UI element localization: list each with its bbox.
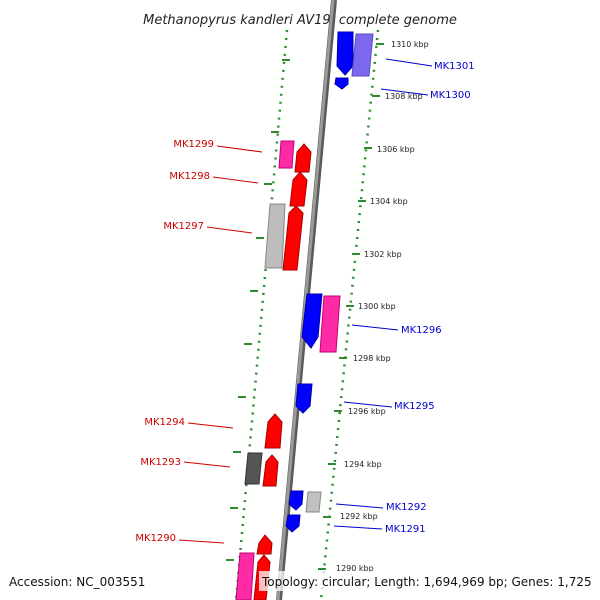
tick-label: 1300 kbp (358, 302, 396, 311)
gene-feature-mk1290-a[interactable] (256, 534, 273, 555)
ruler-ticks (226, 43, 384, 570)
gene-labels: MK1301 MK1300 MK1299 MK1298 MK1297 MK129… (135, 61, 474, 544)
tick-label: 1308 kbp (385, 92, 423, 101)
leader-line (335, 503, 384, 509)
leader-line (183, 461, 231, 468)
leader-line (385, 58, 433, 67)
tick-label: 1304 kbp (370, 197, 408, 206)
gene-label-mk1298[interactable]: MK1298 (169, 171, 210, 182)
gene-feature-darkgray-1293[interactable] (244, 452, 263, 485)
gene-feature-mk1300[interactable] (334, 77, 349, 90)
gene-label-mk1295[interactable]: MK1295 (394, 401, 435, 412)
gene-feature-pink-1299[interactable] (278, 140, 295, 169)
gene-feature-rna-1310[interactable] (351, 33, 374, 77)
leader-line (333, 525, 383, 530)
gene-feature-mk1292[interactable] (288, 490, 304, 511)
tick-label: 1306 kbp (377, 145, 415, 154)
leader-line (351, 324, 399, 331)
footer-accession: Accession: NC_003551 (9, 575, 145, 589)
leader-line (187, 422, 234, 429)
footer-accession-bg (4, 571, 152, 591)
label-leaders (178, 58, 433, 544)
gene-feature-pink-1296[interactable] (319, 295, 341, 353)
gene-label-mk1292[interactable]: MK1292 (386, 502, 427, 513)
footer-topology-bg (259, 571, 595, 591)
tick-label: 1310 kbp (391, 40, 429, 49)
gene-feature-mk1293[interactable] (262, 454, 279, 487)
gene-feature-mk1295[interactable] (295, 383, 313, 414)
gene-label-mk1290[interactable]: MK1290 (135, 533, 176, 544)
tick-labels: 1310 kbp 1308 kbp 1306 kbp 1304 kbp 1302… (336, 40, 429, 573)
gene-label-mk1297[interactable]: MK1297 (163, 221, 204, 232)
gene-feature-mk1297[interactable] (282, 205, 304, 271)
gene-feature-gray-1297[interactable] (264, 203, 286, 269)
tick-label: 1296 kbp (348, 407, 386, 416)
leader-line (216, 145, 263, 153)
leader-line (343, 401, 393, 408)
features (235, 31, 374, 600)
tick-label: 1290 kbp (336, 564, 374, 573)
map-title: Methanopyrus kandleri AV19, complete gen… (143, 13, 457, 28)
footer-topology: Topology: circular; Length: 1,694,969 bp… (261, 575, 592, 589)
leader-line (206, 226, 253, 234)
tick-label: 1294 kbp (344, 460, 382, 469)
gene-label-mk1301[interactable]: MK1301 (434, 61, 475, 72)
gene-feature-mk1291[interactable] (285, 514, 301, 533)
tick-label: 1292 kbp (340, 512, 378, 521)
gene-feature-mk1298[interactable] (289, 171, 308, 207)
left-ruler (234, 29, 289, 600)
gene-label-mk1291[interactable]: MK1291 (385, 524, 426, 535)
tick-label: 1302 kbp (364, 250, 402, 259)
leader-line (178, 539, 225, 544)
gene-feature-mk1299[interactable] (294, 143, 312, 173)
gene-label-mk1294[interactable]: MK1294 (144, 417, 185, 428)
backbone (276, 0, 335, 600)
gene-feature-mk1296[interactable] (301, 293, 323, 349)
tick-label: 1298 kbp (353, 354, 391, 363)
gene-feature-mk1294[interactable] (264, 413, 283, 449)
leader-line (212, 176, 259, 184)
gene-label-mk1299[interactable]: MK1299 (173, 139, 214, 150)
gene-feature-mk1301[interactable] (336, 31, 354, 76)
gene-feature-gray-1292[interactable] (305, 491, 322, 513)
leader-line (380, 88, 429, 96)
gene-label-mk1296[interactable]: MK1296 (401, 325, 442, 336)
gene-label-mk1300[interactable]: MK1300 (430, 90, 471, 101)
gene-label-mk1293[interactable]: MK1293 (140, 457, 181, 468)
gene-feature-pink-1290[interactable] (235, 552, 255, 600)
